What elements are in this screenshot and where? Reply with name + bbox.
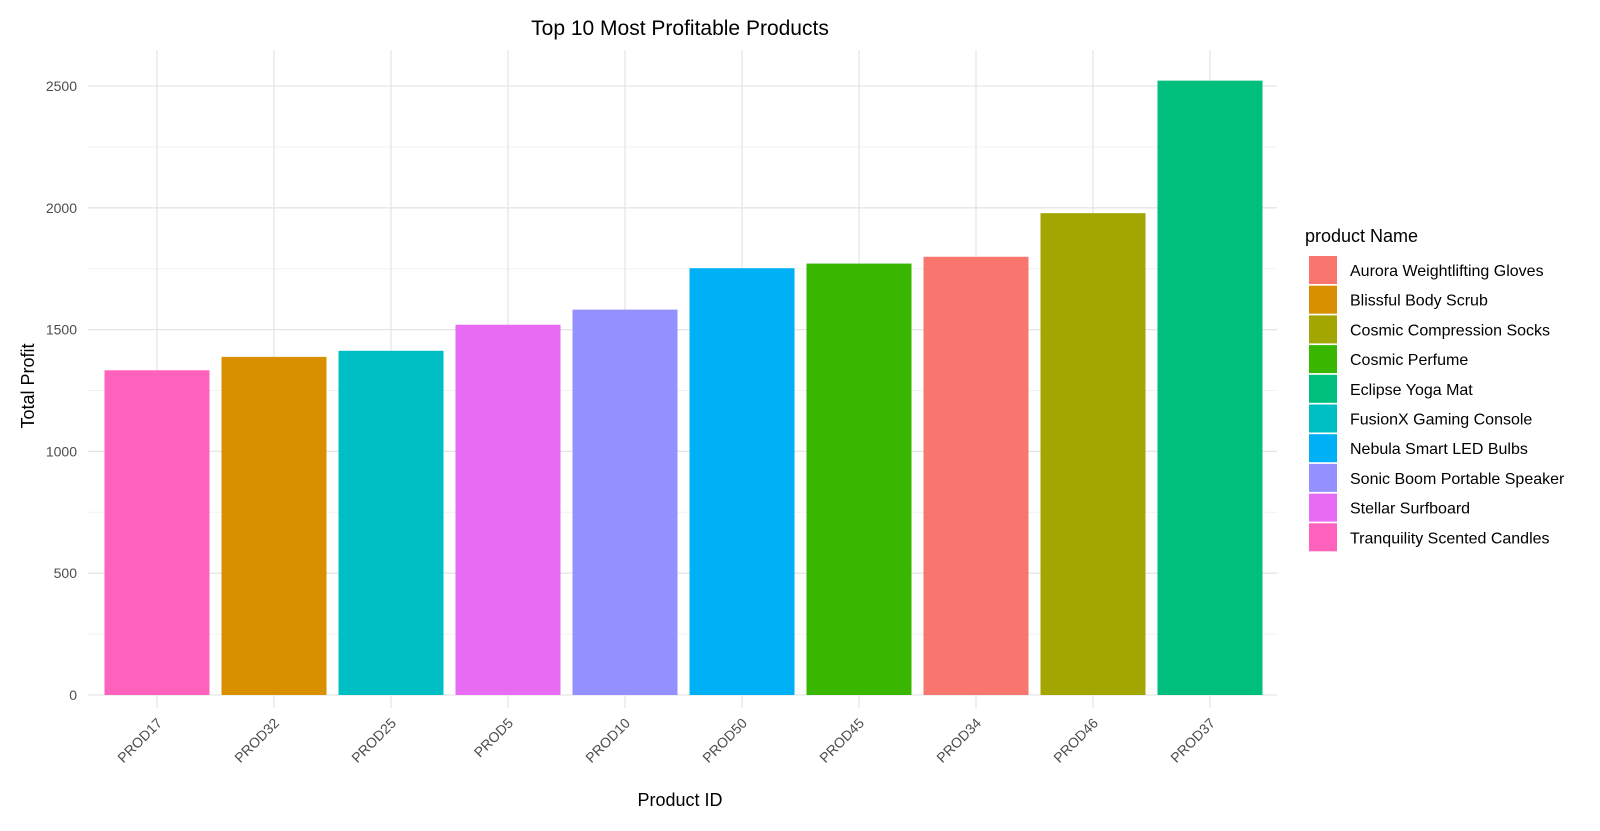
y-tick-label: 500 — [54, 565, 78, 581]
y-axis-title: Total Profit — [18, 343, 38, 428]
legend-swatch — [1309, 315, 1337, 344]
bar-prod25 — [338, 350, 444, 695]
legend-swatch — [1309, 493, 1337, 522]
bars — [104, 80, 1263, 696]
legend-label: Aurora Weightlifting Gloves — [1350, 263, 1544, 280]
y-tick-label: 1000 — [46, 443, 77, 459]
chart-title: Top 10 Most Profitable Products — [531, 17, 829, 40]
legend-swatch — [1309, 404, 1337, 433]
x-tick-label: PROD32 — [231, 715, 282, 766]
x-tick-label: PROD10 — [582, 715, 633, 766]
bar-prod45 — [806, 263, 912, 695]
y-tick-label: 2000 — [46, 200, 77, 216]
bar-prod5 — [455, 324, 561, 695]
legend-swatch — [1309, 285, 1337, 314]
legend-label: Tranquility Scented Candles — [1350, 530, 1550, 547]
bar-prod46 — [1040, 213, 1146, 696]
legend-label: Cosmic Perfume — [1350, 352, 1468, 369]
y-tick-label: 0 — [69, 687, 77, 703]
x-tick-label: PROD25 — [348, 715, 399, 766]
legend-swatch — [1309, 434, 1337, 463]
bar-prod50 — [689, 268, 795, 695]
y-tick-label: 2500 — [46, 78, 77, 94]
bar-prod17 — [104, 370, 210, 695]
y-tick-label: 1500 — [46, 322, 77, 338]
legend-swatch — [1309, 345, 1337, 374]
legend-swatch — [1309, 523, 1337, 552]
bar-prod37 — [1157, 80, 1263, 695]
bar-prod32 — [221, 356, 327, 695]
x-tick-label: PROD17 — [114, 715, 165, 766]
bar-prod10 — [572, 309, 678, 695]
legend-label: FusionX Gaming Console — [1350, 412, 1532, 429]
x-axis-ticks: PROD17 PROD32 PROD25 PROD5 PROD10 PROD50 PROD4… — [114, 715, 1218, 766]
legend-label: Nebula Smart LED Bulbs — [1350, 441, 1528, 458]
x-axis-title: Product ID — [637, 790, 722, 810]
legend-label: Blissful Body Scrub — [1350, 293, 1488, 310]
x-tick-label: PROD5 — [471, 715, 517, 761]
legend-label: Stellar Surfboard — [1350, 501, 1470, 518]
x-tick-label: PROD37 — [1167, 715, 1218, 766]
legend-label: Sonic Boom Portable Speaker — [1350, 471, 1565, 488]
legend-swatch — [1309, 374, 1337, 403]
legend-label: Eclipse Yoga Mat — [1350, 382, 1473, 399]
legend: product Name Aurora Weightlifting Gloves… — [1305, 226, 1565, 552]
y-axis-ticks: 0 500 1000 1500 2000 2500 — [46, 78, 77, 703]
x-tick-label: PROD45 — [816, 715, 867, 766]
x-tick-label: PROD46 — [1050, 715, 1101, 766]
legend-swatch — [1309, 256, 1337, 284]
x-tick-label: PROD50 — [699, 715, 750, 766]
x-tick-label: PROD34 — [933, 715, 984, 766]
legend-label: Cosmic Compression Socks — [1350, 322, 1550, 339]
bar-prod34 — [923, 256, 1029, 695]
legend-swatch — [1309, 463, 1337, 492]
legend-title: product Name — [1305, 226, 1418, 246]
